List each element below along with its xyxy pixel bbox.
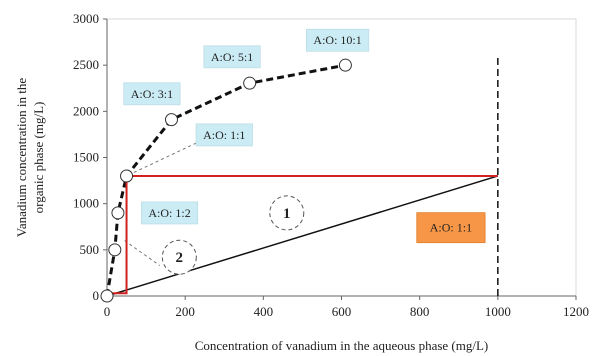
a-o-ratio-annotation: A:O: 1:2 [140, 201, 199, 225]
highlight-box [416, 212, 486, 244]
stage-circle [161, 239, 197, 275]
a-o-ratio-annotation: A:O: 3:1 [123, 82, 181, 106]
y-tick-label: 500 [80, 242, 100, 257]
x-tick-label: 1200 [563, 304, 589, 319]
y-tick-label: 1500 [73, 150, 99, 165]
annotation-leader-line [128, 142, 198, 176]
highlight-label: A:O: 1:1 [430, 221, 472, 235]
isotherm-point [100, 289, 114, 303]
annotation-box [140, 201, 199, 225]
annotation-box [306, 28, 370, 52]
y-axis-title: Vanadium concentration in the organic pha… [14, 78, 46, 237]
y-tick-label: 3000 [73, 11, 99, 26]
x-tick-label: 200 [175, 304, 195, 319]
x-axis-title: Concentration of vanadium in the aqueous… [195, 338, 489, 353]
stage-circle [269, 195, 305, 231]
isotherm-point [108, 243, 122, 257]
x-tick-label: 1000 [485, 304, 511, 319]
x-tick-label: 600 [332, 304, 352, 319]
a-o-ratio-annotation: A:O: 1:1 [195, 123, 253, 147]
annotation-layer: 1 2 A:O: 10:1 A:O: 5:1 A:O: 3:1 A:O: 1:1 A:O: … [123, 28, 486, 275]
highlight-annotation: A:O: 1:1 [416, 212, 486, 244]
a-o-ratio-annotation: A:O: 10:1 [306, 28, 370, 52]
y-tick-label: 2000 [73, 103, 99, 118]
annotation-label: A:O: 3:1 [131, 87, 173, 101]
annotation-leader-line [124, 240, 161, 266]
isotherm-point [164, 113, 178, 127]
isotherm-point [111, 206, 125, 220]
operating-line [106, 175, 499, 297]
annotation-label: A:O: 10:1 [313, 33, 361, 47]
x-tick-label: 0 [104, 304, 111, 319]
series-layer [100, 55, 499, 303]
stage-label: 1 [283, 206, 291, 222]
annotation-label: A:O: 1:1 [203, 128, 245, 142]
stage-label: 2 [176, 250, 184, 266]
y-tick-label: 1000 [73, 196, 99, 211]
y-tick-label: 0 [93, 288, 100, 303]
y-tick-label: 2500 [73, 57, 99, 72]
isotherm-point [243, 76, 257, 90]
isotherm-point [120, 169, 134, 183]
annotation-label: A:O: 5:1 [211, 50, 253, 64]
y-axis-title-line: Vanadium concentration in the [14, 78, 29, 237]
x-tick-label: 800 [410, 304, 430, 319]
isotherm-point [338, 58, 352, 72]
annotation-box [203, 45, 261, 69]
a-o-ratio-annotation: A:O: 5:1 [203, 45, 261, 69]
x-tick-label: 400 [254, 304, 274, 319]
annotation-box [123, 82, 181, 106]
axis-text-layer: 0 200 400 600 800 1000 1200 0 500 1000 1500 2000 250… [14, 11, 589, 353]
y-axis-title-line: organic phase (mg/L) [31, 102, 46, 214]
annotation-label: A:O: 1:2 [148, 206, 190, 220]
annotation-box [195, 123, 253, 147]
